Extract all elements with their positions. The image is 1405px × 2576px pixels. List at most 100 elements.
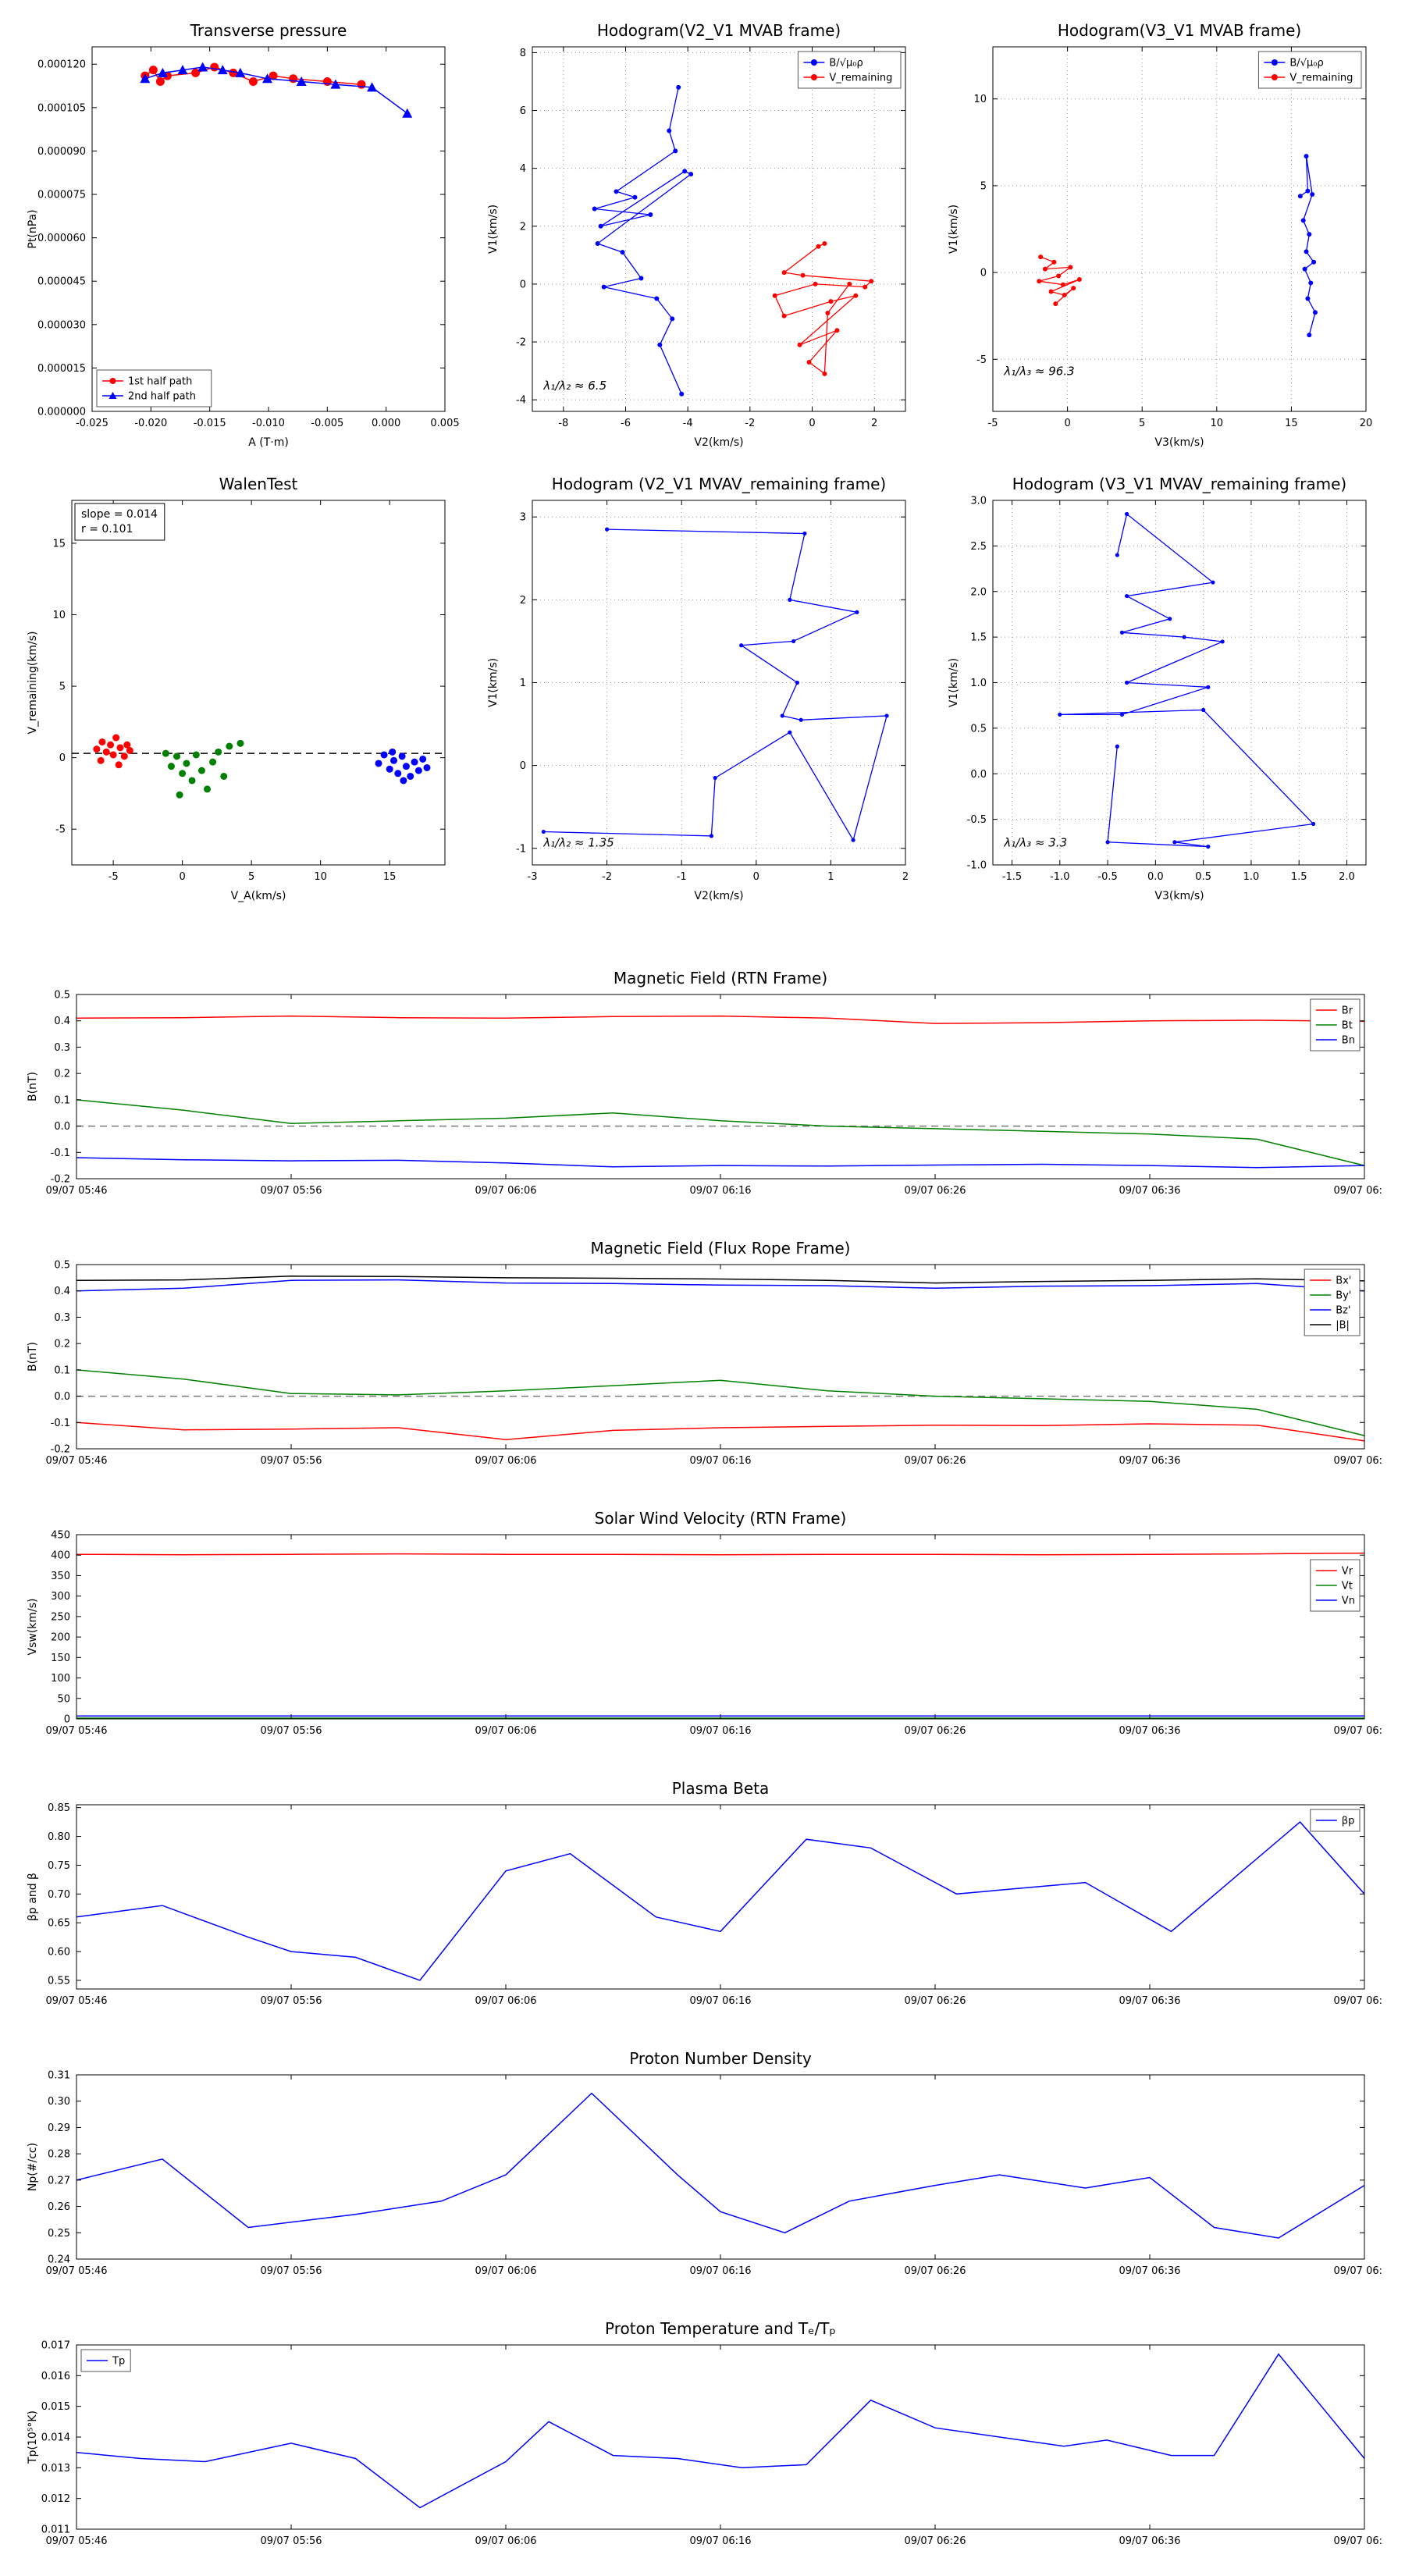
svg-text:2.0: 2.0 xyxy=(970,586,987,598)
svg-text:0: 0 xyxy=(980,268,987,279)
svg-text:0.5: 0.5 xyxy=(54,990,70,1002)
svg-text:09/07 06:16: 09/07 06:16 xyxy=(689,1995,751,2007)
svg-text:-1: -1 xyxy=(677,871,687,883)
svg-text:150: 150 xyxy=(51,1653,70,1664)
svg-text:09/07 06:46: 09/07 06:46 xyxy=(1333,1455,1382,1467)
svg-text:V1(km/s): V1(km/s) xyxy=(487,658,500,707)
svg-text:Vsw(km/s): Vsw(km/s) xyxy=(27,1598,39,1655)
svg-text:0.000030: 0.000030 xyxy=(37,319,86,331)
svg-text:V3(km/s): V3(km/s) xyxy=(1154,890,1204,902)
svg-text:100: 100 xyxy=(51,1673,70,1685)
svg-text:Hodogram(V3_V1 MVAB frame): Hodogram(V3_V1 MVAB frame) xyxy=(1058,21,1301,40)
svg-text:B(nT): B(nT) xyxy=(27,1342,39,1372)
svg-text:0: 0 xyxy=(64,1714,70,1726)
svg-text:Vn: Vn xyxy=(1342,1596,1355,1607)
svg-text:Tp: Tp xyxy=(112,2356,125,2368)
svg-text:V_remaining: V_remaining xyxy=(829,73,892,84)
chart-walen-test: -5 0 5 10 15 -5 0 5 10 15 WalenTest V_A(km/s) V_rema… xyxy=(23,468,461,916)
svg-text:09/07 06:46: 09/07 06:46 xyxy=(1333,1185,1382,1197)
svg-text:250: 250 xyxy=(51,1611,70,1623)
hodogram-row-1: -0.025 -0.020 -0.015 -0.010 -0.005 0.000 0.005… xyxy=(0,14,1405,463)
svg-text:Bx': Bx' xyxy=(1336,1276,1351,1287)
svg-text:Transverse pressure: Transverse pressure xyxy=(190,21,347,40)
svg-text:λ₁/λ₃ ≈ 3.3: λ₁/λ₃ ≈ 3.3 xyxy=(1003,836,1067,850)
svg-text:0.25: 0.25 xyxy=(48,2228,70,2240)
svg-text:4: 4 xyxy=(520,163,526,175)
svg-text:Np(#/cc): Np(#/cc) xyxy=(27,2143,39,2191)
svg-text:350: 350 xyxy=(51,1571,70,1582)
svg-text:0.012: 0.012 xyxy=(41,2493,70,2505)
chart-hodogram-v2v1-mvab: -8 -6 -4 -2 0 2 -4 -2 0 2 4 6 8 Hodogram(V2_V1 MVAB f… xyxy=(484,14,921,463)
svg-text:|B|: |B| xyxy=(1336,1320,1350,1332)
svg-text:Br: Br xyxy=(1342,1005,1353,1017)
svg-text:Magnetic Field (Flux Rope Fram: Magnetic Field (Flux Rope Frame) xyxy=(591,1239,851,1258)
svg-text:09/07 06:16: 09/07 06:16 xyxy=(689,1725,751,1737)
svg-text:2: 2 xyxy=(520,595,526,607)
svg-text:09/07 06:46: 09/07 06:46 xyxy=(1333,2265,1382,2277)
svg-text:slope = 0.014: slope = 0.014 xyxy=(81,508,158,521)
svg-text:-5: -5 xyxy=(108,871,119,883)
svg-text:0.000075: 0.000075 xyxy=(37,190,86,201)
svg-text:1: 1 xyxy=(520,678,526,689)
svg-text:0.000105: 0.000105 xyxy=(37,102,86,114)
svg-text:0.28: 0.28 xyxy=(48,2149,70,2161)
svg-text:09/07 05:46: 09/07 05:46 xyxy=(45,2535,107,2547)
svg-text:5: 5 xyxy=(248,871,254,883)
svg-text:0.0: 0.0 xyxy=(1147,871,1164,883)
svg-text:-1.0: -1.0 xyxy=(967,860,987,872)
svg-text:1st half path: 1st half path xyxy=(128,376,192,388)
svg-text:-0.2: -0.2 xyxy=(51,1444,70,1456)
svg-text:0.75: 0.75 xyxy=(48,1860,70,1872)
svg-text:0.24: 0.24 xyxy=(48,2254,70,2266)
svg-text:0.1: 0.1 xyxy=(54,1094,70,1106)
svg-text:0.5: 0.5 xyxy=(54,1260,70,1272)
svg-text:Bt: Bt xyxy=(1342,1020,1353,1032)
svg-text:Proton Temperature and Tₑ/Tₚ: Proton Temperature and Tₑ/Tₚ xyxy=(605,2319,836,2338)
svg-text:V1(km/s): V1(km/s) xyxy=(487,205,500,254)
svg-text:0.85: 0.85 xyxy=(48,1802,70,1814)
chart-hodogram-v3v1-mvav: -1.5 -1.0 -0.5 0.0 0.5 1.0 1.5 2.0 -1.0 -0.5 0.0 0.… xyxy=(944,468,1382,916)
svg-text:0.000015: 0.000015 xyxy=(37,363,86,375)
svg-text:10: 10 xyxy=(1211,418,1224,429)
svg-text:1: 1 xyxy=(827,871,834,883)
svg-text:Solar Wind Velocity (RTN Frame: Solar Wind Velocity (RTN Frame) xyxy=(595,1509,847,1528)
svg-text:-6: -6 xyxy=(621,418,631,429)
svg-text:09/07 06:06: 09/07 06:06 xyxy=(475,2535,536,2547)
svg-text:0.000045: 0.000045 xyxy=(37,276,86,288)
svg-text:2.5: 2.5 xyxy=(970,541,987,553)
svg-text:0.0: 0.0 xyxy=(54,1391,70,1403)
svg-text:15: 15 xyxy=(1285,418,1298,429)
svg-text:A (T·m): A (T·m) xyxy=(248,436,289,449)
svg-text:09/07 05:46: 09/07 05:46 xyxy=(45,1455,107,1467)
svg-text:09/07 05:56: 09/07 05:56 xyxy=(260,2535,322,2547)
svg-text:-0.010: -0.010 xyxy=(252,418,285,429)
svg-text:-1.0: -1.0 xyxy=(1050,871,1069,883)
svg-text:0: 0 xyxy=(520,279,526,290)
svg-text:0.0: 0.0 xyxy=(970,769,987,781)
svg-text:1.0: 1.0 xyxy=(1243,871,1260,883)
svg-text:Hodogram(V2_V1 MVAB frame): Hodogram(V2_V1 MVAB frame) xyxy=(597,21,841,40)
svg-text:-4: -4 xyxy=(516,395,526,407)
svg-text:09/07 06:46: 09/07 06:46 xyxy=(1333,2535,1382,2547)
svg-text:09/07 06:16: 09/07 06:16 xyxy=(689,1185,751,1197)
svg-text:-0.1: -0.1 xyxy=(51,1418,70,1429)
svg-text:-1: -1 xyxy=(516,843,526,855)
chart-hodogram-v3v1-mvab: -5 0 5 10 15 20 -5 0 5 10 Hodogram(V3_V1 MVAB fram… xyxy=(944,14,1382,463)
svg-text:βp: βp xyxy=(1342,1816,1355,1827)
svg-text:0.60: 0.60 xyxy=(48,1947,70,1959)
svg-text:-1.5: -1.5 xyxy=(1002,871,1022,883)
chart-proton-temperature: 09/07 05:46 09/07 05:56 09/07 06:06 09/07 0… xyxy=(23,2314,1396,2562)
svg-text:15: 15 xyxy=(52,538,66,550)
svg-text:0.016: 0.016 xyxy=(41,2371,70,2382)
svg-text:09/07 05:46: 09/07 05:46 xyxy=(45,1185,107,1197)
svg-text:0.4: 0.4 xyxy=(54,1016,70,1027)
svg-text:09/07 06:06: 09/07 06:06 xyxy=(475,1185,536,1197)
svg-text:V1(km/s): V1(km/s) xyxy=(948,658,960,707)
svg-text:09/07 06:06: 09/07 06:06 xyxy=(475,1995,536,2007)
svg-text:-5: -5 xyxy=(988,418,998,429)
svg-text:09/07 06:36: 09/07 06:36 xyxy=(1119,1725,1180,1737)
svg-text:450: 450 xyxy=(51,1530,70,1542)
svg-text:50: 50 xyxy=(57,1693,70,1705)
svg-text:10: 10 xyxy=(973,94,987,105)
svg-text:0: 0 xyxy=(59,753,66,764)
